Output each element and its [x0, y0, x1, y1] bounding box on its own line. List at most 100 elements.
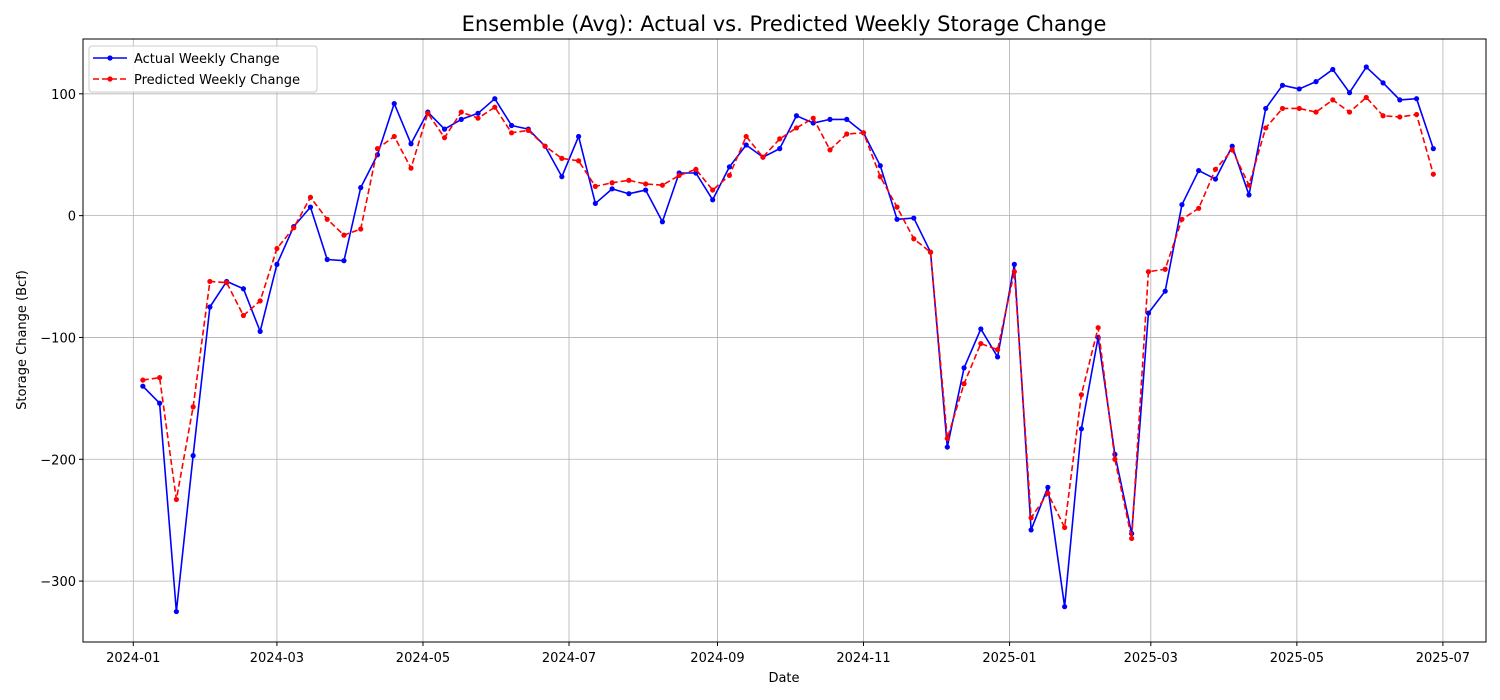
- actual-point: [777, 146, 783, 152]
- chart-title: Ensemble (Avg): Actual vs. Predicted Wee…: [462, 12, 1107, 36]
- actual-point: [358, 185, 364, 191]
- predicted-point: [1313, 109, 1319, 115]
- x-tick-label: 2024-09: [690, 651, 744, 666]
- actual-point: [1162, 288, 1168, 294]
- y-tick-label: −100: [40, 331, 76, 346]
- actual-point: [944, 444, 950, 450]
- predicted-point: [1229, 147, 1235, 153]
- legend-predicted-marker: [107, 76, 113, 82]
- predicted-point: [1196, 205, 1202, 211]
- actual-point: [1078, 426, 1084, 432]
- actual-series-line: [142, 66, 1435, 613]
- actual-point: [559, 174, 565, 180]
- predicted-point: [408, 165, 414, 171]
- actual-point: [994, 354, 1001, 360]
- actual-point: [341, 258, 347, 264]
- predicted-point: [978, 340, 984, 347]
- actual-point: [1380, 80, 1386, 86]
- predicted-point: [441, 135, 448, 141]
- actual-point: [894, 216, 900, 222]
- actual-point: [1028, 527, 1034, 533]
- predicted-point: [257, 298, 263, 304]
- actual-point: [508, 122, 515, 129]
- actual-point: [1145, 310, 1152, 316]
- actual-point: [575, 133, 582, 140]
- actual-point: [1279, 82, 1286, 88]
- predicted-point: [1045, 490, 1051, 496]
- actual-point: [458, 116, 464, 122]
- actual-point: [492, 96, 498, 102]
- predicted-point: [592, 183, 598, 189]
- actual-point: [1430, 146, 1436, 152]
- actual-point: [140, 383, 146, 389]
- legend-actual-label: Actual Weekly Change: [134, 52, 280, 67]
- plot-frame: [82, 38, 1487, 643]
- actual-point: [1246, 192, 1252, 198]
- predicted-point: [492, 104, 498, 110]
- actual-point: [1212, 176, 1219, 182]
- x-tick-label: 2024-05: [396, 651, 450, 666]
- actual-point: [609, 186, 615, 192]
- predicted-point: [458, 109, 464, 115]
- predicted-point: [726, 172, 733, 179]
- actual-point: [1179, 202, 1185, 208]
- predicted-point: [1095, 325, 1101, 331]
- actual-point: [391, 100, 397, 107]
- predicted-point: [961, 381, 967, 387]
- predicted-point: [994, 347, 1001, 353]
- predicted-point: [626, 177, 632, 183]
- x-tick-label: 2025-01: [982, 651, 1036, 666]
- predicted-point: [307, 194, 314, 200]
- x-axis-label: Date: [768, 671, 799, 686]
- predicted-point: [391, 133, 397, 140]
- predicted-point: [877, 174, 883, 180]
- predicted-point: [777, 136, 783, 142]
- actual-point: [844, 116, 850, 122]
- x-tick-label: 2025-03: [1124, 651, 1178, 666]
- predicted-point: [760, 154, 766, 160]
- predicted-point: [575, 158, 582, 164]
- actual-point: [307, 204, 314, 210]
- actual-point: [1045, 484, 1051, 490]
- predicted-point: [844, 131, 850, 137]
- actual-point: [240, 286, 247, 292]
- predicted-point: [1363, 94, 1369, 101]
- actual-point: [961, 365, 967, 371]
- actual-point: [1346, 90, 1353, 96]
- actual-point: [911, 215, 917, 221]
- predicted-point: [1011, 269, 1017, 275]
- actual-point: [1296, 86, 1302, 92]
- predicted-point: [475, 115, 481, 121]
- predicted-point: [274, 245, 280, 252]
- y-tick-label: 100: [51, 88, 76, 103]
- predicted-point: [1413, 111, 1420, 118]
- predicted-point: [609, 180, 615, 186]
- predicted-point: [659, 182, 665, 188]
- predicted-point: [525, 127, 531, 133]
- predicted-point: [173, 496, 179, 503]
- predicted-point: [894, 204, 900, 210]
- grid: [83, 39, 1486, 642]
- predicted-point: [1145, 269, 1152, 275]
- predicted-point: [358, 226, 364, 232]
- predicted-point: [1246, 182, 1252, 188]
- y-tick-label: −300: [40, 575, 76, 590]
- actual-point: [1363, 64, 1369, 70]
- actual-point: [173, 608, 179, 615]
- actual-point: [475, 110, 481, 116]
- predicted-point: [1263, 125, 1269, 131]
- predicted-point: [224, 280, 230, 286]
- x-tick-label: 2025-07: [1416, 651, 1470, 666]
- actual-point: [1330, 66, 1336, 73]
- actual-point: [324, 256, 330, 263]
- actual-point: [643, 187, 649, 193]
- x-tick-label: 2024-07: [542, 651, 596, 666]
- predicted-point: [793, 125, 800, 131]
- predicted-point: [643, 181, 649, 187]
- actual-point: [1313, 79, 1319, 85]
- predicted-point: [207, 278, 213, 285]
- predicted-point: [341, 232, 347, 238]
- predicted-point: [425, 110, 431, 116]
- predicted-point: [693, 166, 699, 172]
